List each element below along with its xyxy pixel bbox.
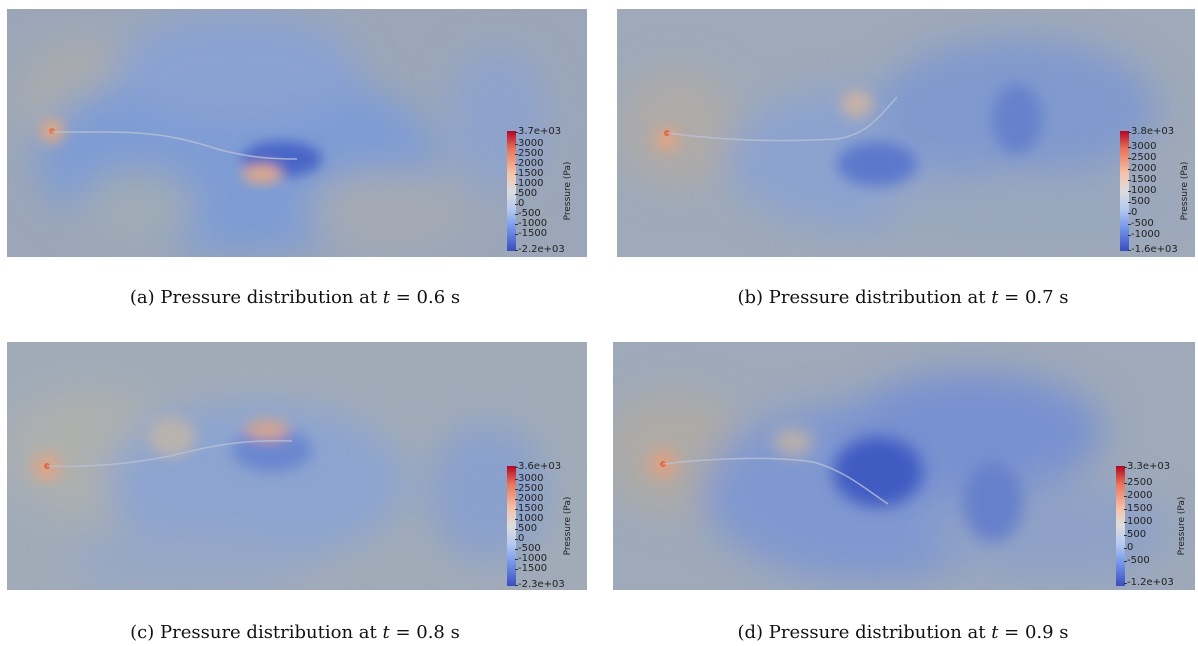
- panel-c-pressure-field: 3.6e+03 3000 2500 2000 1500 1000 500 0 -…: [7, 342, 587, 590]
- caption-c: (c) Pressure distribution at t = 0.8 s: [0, 622, 590, 643]
- colorbar-c-label-4: 1500: [514, 503, 544, 514]
- colorbar-b-label-0: 3.8e+03: [1127, 126, 1175, 137]
- pressure-field-b: [617, 9, 1195, 257]
- colorbar-a-label-8: -500: [515, 208, 541, 219]
- colorbar-d: 3.3e+03 2500 2000 1500 1000 500 0 -500 -…: [1116, 462, 1195, 590]
- colorbar-a-label-2: 2500: [514, 148, 544, 159]
- pressure-field-c: [7, 342, 587, 590]
- colorbar-b-label-4: 1500: [1127, 174, 1157, 185]
- colorbar-d-title: Pressure (Pa): [1177, 496, 1187, 556]
- colorbar-c-label-10: -1500: [514, 563, 548, 574]
- colorbar-d-label-0: 3.3e+03: [1123, 461, 1171, 472]
- caption-b-prefix: (b) Pressure distribution at: [737, 287, 992, 308]
- caption-a-var: t: [382, 287, 391, 308]
- colorbar-d-label-2: 2000: [1123, 490, 1153, 501]
- colorbar-c-label-5: 1000: [514, 513, 544, 524]
- colorbar-c-label-8: -500: [515, 543, 541, 554]
- caption-b-value: = 0.7 s: [998, 287, 1069, 308]
- colorbar-a-title: Pressure (Pa): [563, 161, 573, 221]
- colorbar-a-label-3: 2000: [514, 158, 544, 169]
- colorbar-d-label-3: 1500: [1123, 503, 1153, 514]
- caption-d: (d) Pressure distribution at t = 0.9 s: [608, 622, 1198, 643]
- colorbar-b-title: Pressure (Pa): [1180, 161, 1190, 221]
- colorbar-d-label-7: -500: [1124, 555, 1150, 566]
- caption-c-prefix: (c) Pressure distribution at: [130, 622, 383, 643]
- colorbar-c-gradient: [507, 466, 516, 586]
- colorbar-b-label-1: 3000: [1127, 141, 1157, 152]
- colorbar-c-label-7: 0: [514, 533, 525, 544]
- colorbar-a-label-1: 3000: [514, 138, 544, 149]
- colorbar-b-label-5: 1000: [1127, 185, 1157, 196]
- colorbar-d-gradient: [1116, 466, 1125, 586]
- colorbar-c-label-1: 3000: [514, 473, 544, 484]
- colorbar-b-gradient: [1120, 131, 1129, 251]
- panel-d-pressure-field: 3.3e+03 2500 2000 1500 1000 500 0 -500 -…: [613, 342, 1195, 590]
- colorbar-b-label-9: -1000: [1127, 229, 1161, 240]
- colorbar-a-label-5: 1000: [514, 178, 544, 189]
- pressure-field-a: [7, 9, 587, 257]
- colorbar-c-label-0: 3.6e+03: [514, 461, 562, 472]
- caption-a-value: = 0.6 s: [390, 287, 461, 308]
- colorbar-d-label-8: -1.2e+03: [1124, 577, 1174, 588]
- colorbar-c: 3.6e+03 3000 2500 2000 1500 1000 500 0 -…: [507, 462, 587, 590]
- colorbar-d-label-1: 2500: [1123, 477, 1153, 488]
- colorbar-b-label-2: 2500: [1127, 152, 1157, 163]
- colorbar-d-label-6: 0: [1123, 542, 1134, 553]
- colorbar-b-label-10: -1.6e+03: [1128, 244, 1178, 255]
- colorbar-b-label-8: -500: [1128, 218, 1154, 229]
- colorbar-a-label-9: -1000: [514, 218, 548, 229]
- colorbar-a: 3.7e+03 3000 2500 2000 1500 1000 500 0 -…: [507, 127, 587, 256]
- colorbar-a-label-4: 1500: [514, 168, 544, 179]
- caption-a: (a) Pressure distribution at t = 0.6 s: [0, 287, 590, 308]
- colorbar-b-label-7: 0: [1127, 207, 1138, 218]
- colorbar-c-title: Pressure (Pa): [563, 496, 573, 556]
- colorbar-a-label-7: 0: [514, 198, 525, 209]
- colorbar-a-label-11: -2.2e+03: [515, 244, 565, 255]
- colorbar-d-label-5: 500: [1123, 529, 1147, 540]
- colorbar-c-label-9: -1000: [514, 553, 548, 564]
- colorbar-b-label-3: 2000: [1127, 163, 1157, 174]
- colorbar-c-label-11: -2.3e+03: [515, 579, 565, 590]
- caption-d-var: t: [991, 622, 999, 643]
- colorbar-c-label-6: 500: [514, 523, 538, 534]
- caption-c-var: t: [382, 622, 390, 643]
- colorbar-b: 3.8e+03 3000 2500 2000 1500 1000 500 0 -…: [1120, 127, 1195, 256]
- caption-c-value: = 0.8 s: [389, 622, 460, 643]
- caption-b-var: t: [991, 287, 999, 308]
- pressure-field-d: [613, 342, 1195, 590]
- panel-a-pressure-field: 3.7e+03 3000 2500 2000 1500 1000 500 0 -…: [7, 9, 587, 257]
- colorbar-a-label-0: 3.7e+03: [514, 126, 562, 137]
- colorbar-a-label-6: 500: [514, 188, 538, 199]
- colorbar-c-label-2: 2500: [514, 483, 544, 494]
- caption-d-prefix: (d) Pressure distribution at: [737, 622, 992, 643]
- colorbar-a-gradient: [507, 131, 516, 251]
- caption-b: (b) Pressure distribution at t = 0.7 s: [608, 287, 1198, 308]
- caption-a-prefix: (a) Pressure distribution at: [129, 287, 383, 308]
- colorbar-c-label-3: 2000: [514, 493, 544, 504]
- colorbar-d-label-4: 1000: [1123, 516, 1153, 527]
- panel-b-pressure-field: 3.8e+03 3000 2500 2000 1500 1000 500 0 -…: [617, 9, 1195, 257]
- colorbar-a-label-10: -1500: [514, 228, 548, 239]
- colorbar-b-label-6: 500: [1127, 196, 1151, 207]
- caption-d-value: = 0.9 s: [998, 622, 1069, 643]
